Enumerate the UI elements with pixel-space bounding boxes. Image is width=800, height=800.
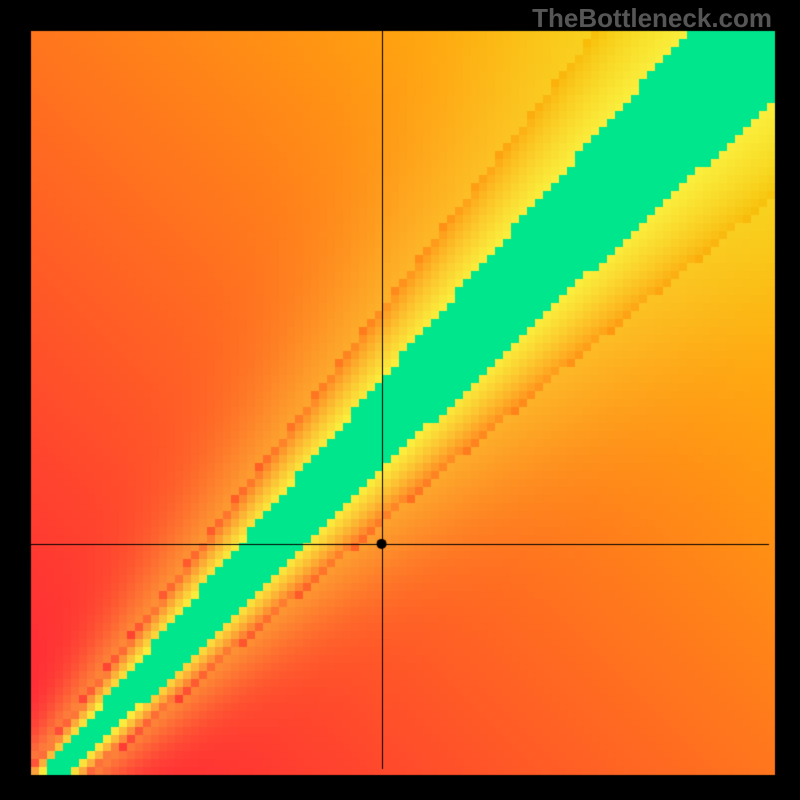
chart-container: { "canvas": { "width": 800, "height": 80…: [0, 0, 800, 800]
heatmap-canvas: [0, 0, 800, 800]
